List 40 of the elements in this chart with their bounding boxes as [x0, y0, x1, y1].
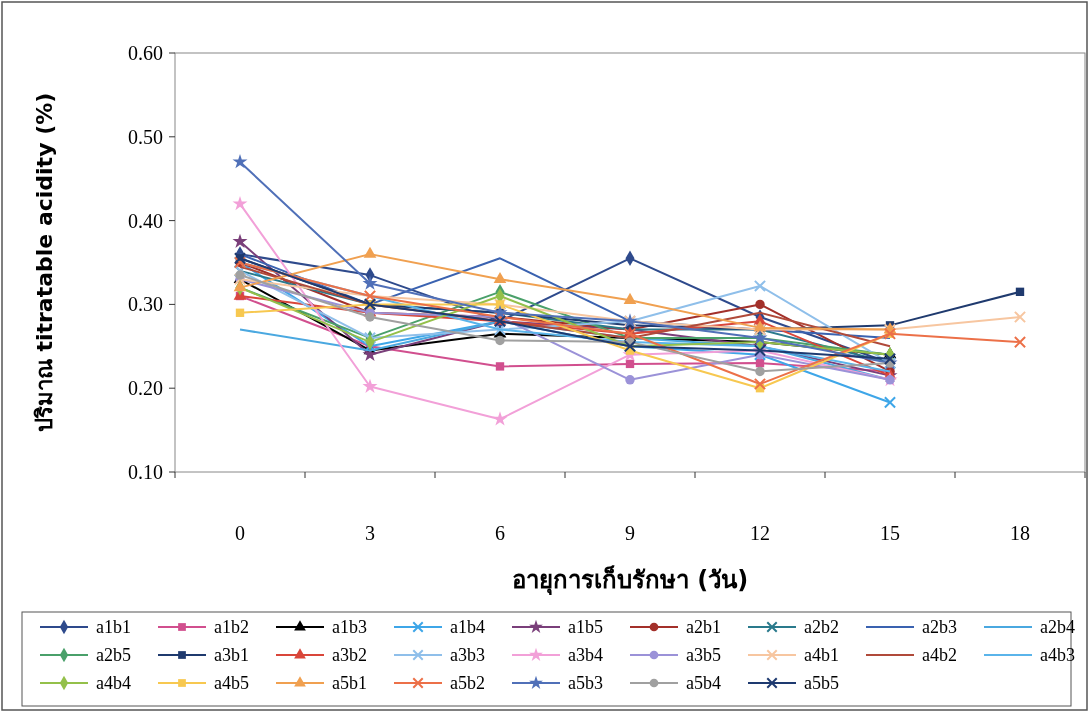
legend-label: a1b3 — [332, 617, 367, 638]
legend-label: a2b5 — [96, 645, 131, 666]
y-tick-label: 0.20 — [128, 377, 163, 400]
legend-label: a5b4 — [686, 673, 721, 694]
legend-label: a2b3 — [922, 617, 957, 638]
legend-label: a3b1 — [214, 645, 249, 666]
y-tick-label: 0.40 — [128, 209, 163, 232]
x-tick-label: 9 — [625, 522, 635, 544]
legend-label: a2b4 — [1040, 617, 1075, 638]
legend-label: a3b4 — [568, 645, 603, 666]
legend-label: a4b3 — [1040, 645, 1075, 666]
legend-label: a5b5 — [804, 673, 839, 694]
legend-label: a5b2 — [450, 673, 485, 694]
legend-label: a5b3 — [568, 673, 603, 694]
y-tick-label: 0.60 — [128, 42, 163, 64]
y-tick-label: 0.10 — [128, 461, 163, 483]
legend-label: a3b2 — [332, 645, 367, 666]
x-tick-label: 18 — [1010, 522, 1030, 544]
legend-label: a1b2 — [214, 617, 249, 638]
y-axis-title: ปริมาณ titratable acidity (%) — [32, 92, 57, 433]
x-tick-label: 15 — [880, 522, 900, 544]
legend-label: a4b2 — [922, 645, 957, 666]
x-axis-title: อายุการเก็บรักษา (วัน) — [511, 565, 749, 596]
y-tick-label: 0.30 — [128, 293, 163, 316]
legend-label: a1b1 — [96, 617, 131, 638]
x-tick-label: 0 — [235, 522, 245, 544]
legend-label: a2b2 — [804, 617, 839, 638]
legend-label: a1b5 — [568, 617, 603, 638]
x-tick-label: 12 — [750, 522, 770, 544]
legend-label: a4b1 — [804, 645, 839, 666]
legend-label: a3b5 — [686, 645, 721, 666]
legend-label: a5b1 — [332, 673, 367, 694]
legend-label: a4b5 — [214, 673, 249, 694]
x-tick-label: 6 — [495, 522, 505, 544]
legend-label: a4b4 — [96, 673, 131, 694]
y-tick-label: 0.50 — [128, 125, 163, 148]
legend-label: a2b1 — [686, 617, 721, 638]
legend-label: a1b4 — [450, 617, 485, 638]
x-tick-label: 3 — [365, 522, 375, 544]
legend-label: a3b3 — [450, 645, 485, 666]
